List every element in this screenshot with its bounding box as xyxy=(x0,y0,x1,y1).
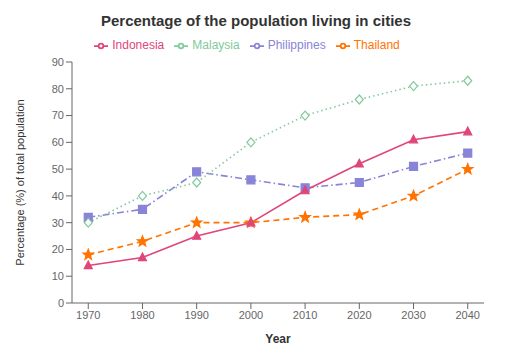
html-text:Indonesia: Indonesia xyxy=(112,38,165,52)
svg-text:1990: 1990 xyxy=(184,309,208,321)
svg-text:10: 10 xyxy=(52,270,64,282)
svg-text:40: 40 xyxy=(52,190,64,202)
svg-text:30: 30 xyxy=(52,217,64,229)
html-text:Thailand: Thailand xyxy=(353,38,400,52)
html-text:Malaysia: Malaysia xyxy=(192,38,240,52)
svg-text:2010: 2010 xyxy=(293,309,317,321)
svg-text:80: 80 xyxy=(52,83,64,95)
html-text:Philippines: Philippines xyxy=(267,38,326,52)
html-text:Percentage of the population l: Percentage of the population living in c… xyxy=(101,12,411,29)
svg-text:60: 60 xyxy=(52,136,64,148)
svg-text:1980: 1980 xyxy=(130,309,154,321)
svg-text:0: 0 xyxy=(58,297,64,309)
svg-text:Percentage (%) of total popula: Percentage (%) of total population xyxy=(14,99,26,265)
svg-text:2000: 2000 xyxy=(239,309,263,321)
svg-text:70: 70 xyxy=(52,109,64,121)
svg-text:50: 50 xyxy=(52,163,64,175)
svg-text:2020: 2020 xyxy=(347,309,371,321)
svg-text:90: 90 xyxy=(52,56,64,68)
svg-text:Year: Year xyxy=(265,332,291,346)
svg-text:2040: 2040 xyxy=(455,309,479,321)
svg-text:2030: 2030 xyxy=(401,309,425,321)
svg-text:20: 20 xyxy=(52,243,64,255)
svg-text:1970: 1970 xyxy=(76,309,100,321)
